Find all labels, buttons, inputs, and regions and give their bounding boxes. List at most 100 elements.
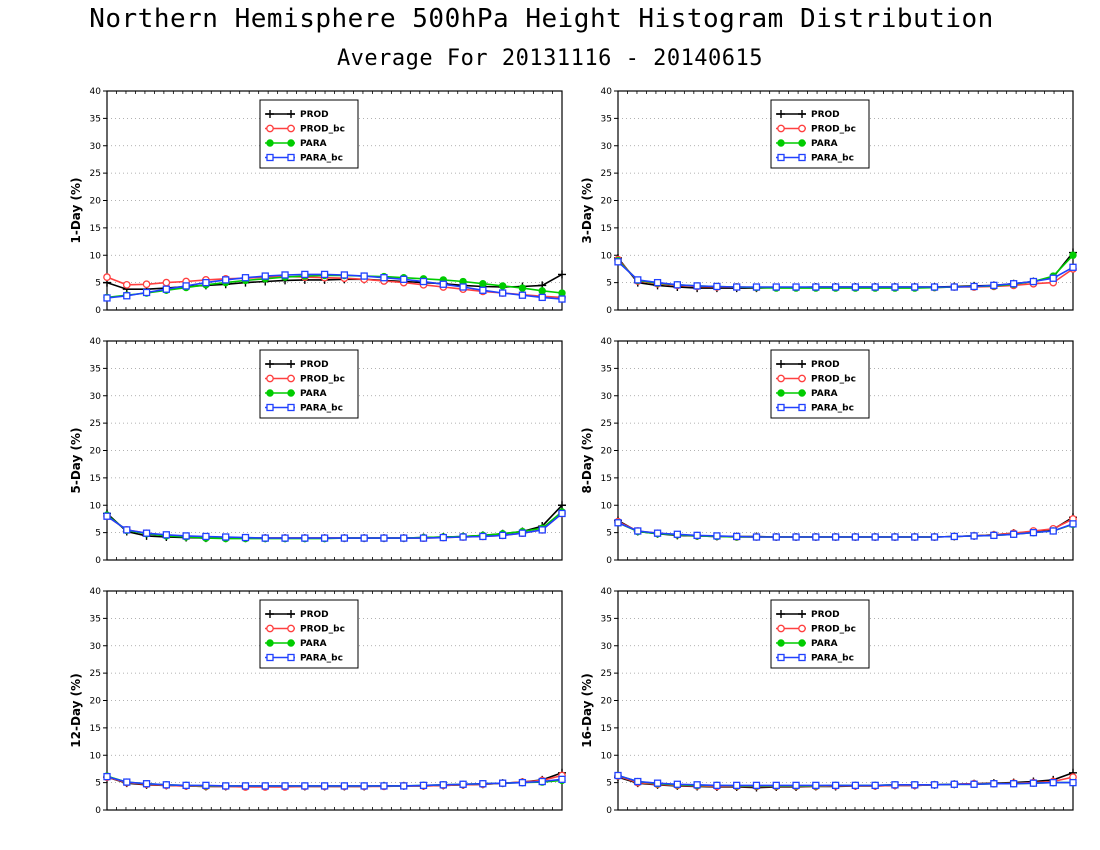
data-point — [713, 781, 721, 790]
legend-label: PROD_bc — [811, 375, 856, 385]
data-point — [281, 271, 289, 279]
data-point — [812, 781, 820, 790]
data-point — [123, 526, 131, 534]
y-tick-label: 25 — [601, 669, 612, 679]
legend-label: PROD — [300, 110, 329, 120]
data-point — [142, 288, 151, 297]
y-tick-label: 5 — [606, 779, 612, 789]
series-PARA_bc — [614, 519, 1077, 541]
data-point — [380, 782, 388, 790]
data-point — [1069, 520, 1077, 528]
data-point — [713, 282, 721, 291]
legend-marker — [266, 153, 274, 162]
legend-label: PARA — [811, 639, 838, 649]
y-axis-label: 16-Day (%) — [580, 673, 594, 747]
data-point — [301, 782, 309, 790]
legend-marker — [287, 653, 295, 662]
legend-marker — [798, 653, 806, 662]
data-point — [439, 781, 447, 789]
legend-marker — [798, 624, 806, 633]
data-point — [733, 283, 741, 291]
legend-marker — [266, 374, 274, 383]
data-point — [261, 534, 269, 542]
y-axis-label: 8-Day (%) — [580, 427, 594, 493]
data-point — [673, 780, 681, 788]
data-point — [499, 289, 507, 297]
legend-marker — [798, 610, 806, 618]
data-point — [202, 278, 210, 287]
data-point — [673, 281, 681, 289]
series-line — [617, 261, 1074, 288]
data-point — [772, 283, 780, 291]
legend-marker — [266, 360, 274, 368]
y-tick-label: 5 — [95, 779, 101, 789]
data-point — [930, 533, 939, 541]
data-point — [891, 283, 899, 291]
data-point — [693, 282, 701, 290]
y-tick-label: 35 — [601, 614, 612, 624]
data-point — [400, 534, 408, 542]
series-line — [617, 522, 1074, 538]
data-point — [1029, 528, 1038, 537]
data-point — [614, 258, 622, 266]
y-tick-label: 25 — [90, 169, 101, 179]
data-point — [831, 533, 840, 541]
data-point — [538, 777, 546, 786]
legend-label: PROD — [300, 610, 329, 620]
data-point — [911, 781, 919, 789]
data-point — [222, 782, 230, 790]
y-tick-label: 5 — [95, 529, 101, 539]
data-point — [558, 295, 566, 303]
data-point — [911, 533, 919, 541]
data-point — [103, 772, 111, 781]
y-tick-label: 10 — [601, 501, 613, 511]
data-point — [772, 533, 780, 541]
data-point — [360, 782, 368, 790]
data-point — [614, 519, 622, 527]
data-point — [518, 291, 527, 299]
legend-label: PARA — [300, 389, 327, 399]
y-tick-label: 40 — [601, 337, 613, 347]
data-point — [222, 533, 230, 541]
data-point — [970, 532, 978, 540]
legend-marker — [266, 403, 274, 412]
y-tick-label: 20 — [90, 447, 102, 457]
series-line — [106, 504, 563, 539]
y-tick-label: 10 — [90, 501, 102, 511]
data-point — [792, 781, 800, 790]
legend-label: PARA — [811, 139, 838, 149]
data-point — [1029, 779, 1038, 787]
y-axis-label: 3-Day (%) — [580, 177, 594, 243]
data-point — [419, 277, 428, 286]
y-tick-label: 35 — [90, 364, 101, 374]
data-point — [380, 534, 388, 542]
y-tick-label: 15 — [90, 224, 101, 234]
y-tick-label: 10 — [90, 751, 102, 761]
legend-label: PROD — [300, 360, 329, 370]
data-point — [752, 283, 761, 291]
data-point — [380, 274, 388, 282]
plot-frame — [106, 90, 563, 311]
y-tick-label: 20 — [90, 697, 102, 707]
legend-marker — [266, 624, 274, 633]
chart-panel-4: 0 5 10 15 20 25 30 35 40 8-Day (%) PROD PROD_bc PARA… — [580, 337, 1077, 566]
data-point — [518, 529, 527, 537]
series-PARA_bc — [614, 258, 1077, 291]
data-point — [538, 526, 546, 534]
data-point — [1029, 277, 1038, 286]
data-point — [499, 779, 507, 787]
legend-marker — [777, 110, 785, 118]
legend-marker — [266, 639, 274, 647]
y-tick-label: 20 — [601, 197, 613, 207]
legend: PROD PROD_bc PARA PARA_bc — [770, 599, 870, 669]
y-tick-label: 25 — [601, 419, 612, 429]
legend-marker — [798, 389, 806, 397]
legend-marker — [287, 389, 295, 397]
data-point — [1010, 280, 1018, 288]
legend-marker — [287, 124, 295, 133]
legend-label: PROD_bc — [300, 375, 345, 385]
legend-marker — [287, 374, 295, 383]
legend-marker — [287, 624, 295, 633]
data-point — [162, 531, 170, 539]
data-point — [301, 534, 309, 542]
